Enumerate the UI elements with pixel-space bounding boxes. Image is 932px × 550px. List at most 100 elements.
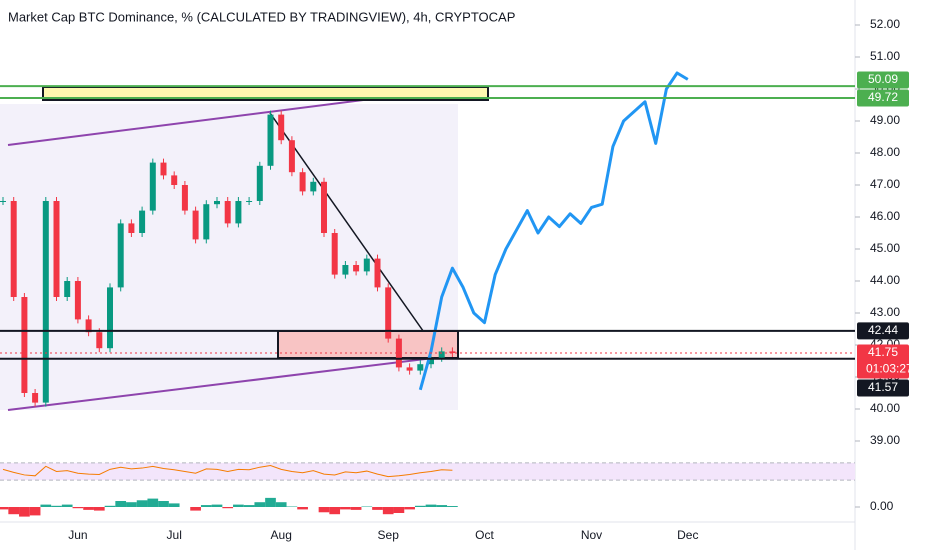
candle — [310, 181, 317, 192]
price-label: 50.09 — [868, 72, 898, 86]
candle — [363, 258, 370, 272]
y-tick-label: 39.00 — [870, 433, 900, 447]
candle — [32, 393, 39, 403]
x-tick-label: Sep — [378, 528, 400, 542]
candle — [438, 351, 445, 358]
macd-bar — [233, 504, 244, 507]
candle — [299, 172, 306, 192]
macd-bar — [29, 507, 41, 516]
candle — [428, 357, 434, 365]
macd-bar — [0, 507, 9, 510]
macd-bar — [414, 505, 426, 507]
y-tick-label: 47.00 — [870, 177, 900, 191]
macd-bar — [136, 500, 148, 507]
macd-bar — [350, 507, 362, 510]
candle — [53, 201, 60, 297]
price-label-box — [857, 379, 909, 397]
macd-bar — [83, 507, 94, 510]
candle — [85, 319, 92, 333]
macd-bar — [19, 507, 30, 517]
candle — [192, 210, 199, 240]
projection-line — [418, 71, 689, 391]
candle — [278, 114, 285, 141]
macd-bar — [200, 505, 212, 507]
y-tick-label: 51.00 — [870, 49, 900, 63]
macd-bar — [190, 507, 201, 511]
macd-bar — [222, 507, 234, 509]
candle — [149, 162, 156, 211]
macd-bar — [372, 507, 383, 510]
price-label: 41.75 — [868, 345, 898, 359]
candle — [353, 265, 360, 272]
macd-bar — [425, 504, 437, 507]
candle — [246, 201, 253, 202]
candle — [160, 162, 167, 176]
macd-bar — [168, 503, 180, 507]
macd-bar — [297, 507, 308, 510]
macd-bar — [436, 505, 448, 507]
x-tick-label: Oct — [475, 528, 494, 542]
y-tick-label: 40.00 — [870, 401, 900, 415]
y-tick-label: 48.00 — [870, 145, 900, 159]
macd-bar — [93, 507, 105, 511]
price-label-box — [857, 71, 909, 89]
macd-bar — [265, 497, 276, 507]
candle — [181, 185, 188, 211]
macd-bar — [340, 507, 351, 510]
rsi-line — [2, 464, 453, 478]
candle — [395, 338, 402, 368]
candle — [235, 201, 242, 224]
y-tick-label: 45.00 — [870, 241, 900, 255]
candle — [214, 201, 220, 205]
channel-lower — [7, 354, 459, 411]
macd-bar — [243, 505, 255, 507]
macd-bar — [211, 504, 223, 507]
price-label-box — [857, 89, 909, 107]
candle — [417, 364, 424, 371]
candle — [128, 223, 135, 233]
price-label: 49.72 — [868, 90, 898, 104]
macd-bar — [382, 507, 394, 515]
x-tick-label: Dec — [677, 528, 698, 542]
candle — [267, 114, 274, 166]
candle — [0, 201, 6, 202]
candle — [117, 223, 124, 288]
candle — [256, 165, 263, 201]
x-tick-label: Nov — [581, 528, 602, 542]
price-label-box — [857, 322, 909, 340]
macd-bar — [147, 498, 159, 507]
candle — [21, 297, 28, 393]
macd-bar — [40, 504, 52, 507]
macd-bar — [51, 505, 62, 507]
candle — [42, 201, 49, 403]
macd-bar — [275, 502, 287, 507]
candle — [171, 175, 178, 185]
macd-bar — [393, 507, 405, 513]
candle — [107, 287, 113, 349]
macd-bar — [254, 502, 266, 507]
candle — [331, 233, 338, 275]
candle — [10, 201, 17, 297]
macd-bar — [8, 507, 20, 515]
candle — [406, 367, 413, 371]
y-tick-label: 43.00 — [870, 305, 900, 319]
macd-bar — [318, 507, 330, 513]
candle — [224, 201, 231, 224]
macd-bar — [72, 507, 84, 509]
macd-bar — [115, 501, 127, 507]
chart-title: Market Cap BTC Dominance, % (CALCULATED … — [8, 9, 515, 24]
candle — [342, 265, 349, 275]
countdown: 01:03:27 — [866, 362, 913, 376]
y-tick-label: 46.00 — [870, 209, 900, 223]
candle — [203, 204, 210, 240]
price-label: 41.57 — [868, 380, 898, 394]
candle — [74, 281, 81, 320]
candle — [374, 258, 381, 288]
candle — [288, 140, 295, 173]
candle — [96, 332, 103, 349]
macd-bar — [447, 506, 458, 507]
candle — [321, 181, 327, 233]
x-tick-label: Jul — [167, 528, 182, 542]
macd-bar — [126, 502, 137, 507]
